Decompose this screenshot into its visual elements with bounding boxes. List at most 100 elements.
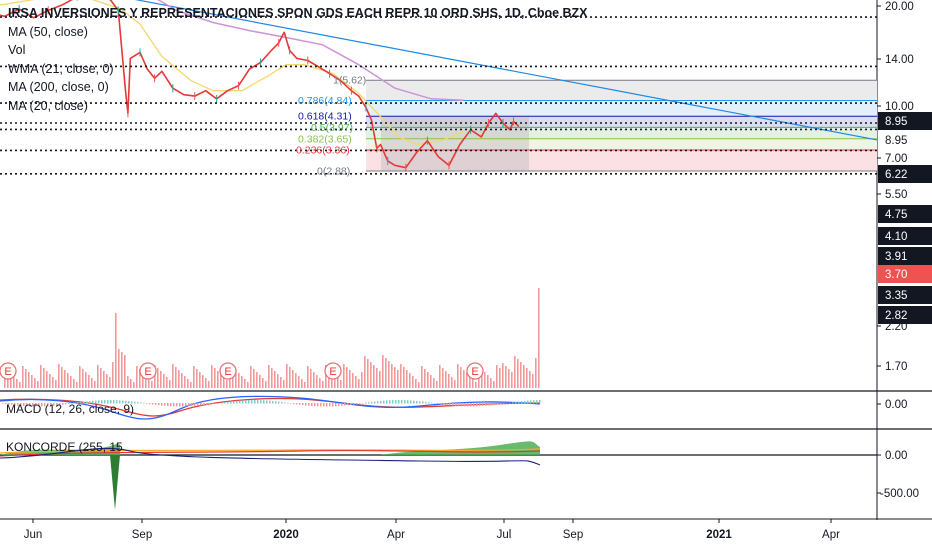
- volume-bar: [40, 365, 42, 388]
- legend-vol[interactable]: Vol: [8, 43, 26, 58]
- macd-histogram-bar: [377, 401, 379, 404]
- macd-histogram-bar: [506, 402, 508, 404]
- macd-histogram-bar: [365, 402, 367, 404]
- volume-bar: [64, 370, 66, 388]
- macd-histogram-bar: [134, 401, 136, 404]
- price-badge-label: 4.75: [885, 209, 907, 221]
- volume-bar: [151, 381, 153, 388]
- earnings-marker-4[interactable]: E: [466, 362, 484, 380]
- volume-bar: [52, 377, 54, 388]
- price-badge-label: 3.35: [885, 290, 907, 302]
- volume-bar: [457, 364, 459, 388]
- price-tick-label: 10.00: [885, 101, 914, 113]
- volume-bar: [277, 374, 279, 388]
- price-axis[interactable]: 20.0014.0010.007.005.502.201.708.958.956…: [877, 1, 932, 500]
- time-axis[interactable]: Jun Sep 2020 Apr Jul Sep 2021 Apr: [24, 519, 840, 541]
- legend-ma50[interactable]: MA (50, close): [8, 24, 88, 39]
- earnings-circle: [324, 362, 342, 380]
- volume-bar: [310, 369, 312, 388]
- macd-histogram-bar: [74, 402, 76, 404]
- volume-bar: [304, 382, 306, 388]
- legend-ma20[interactable]: MA (20, close): [8, 98, 88, 113]
- earnings-marker-3[interactable]: E: [324, 362, 342, 380]
- volume-bar: [511, 372, 513, 388]
- price-badge-bg: [878, 112, 932, 130]
- price-badge-bg: [878, 247, 932, 265]
- macd-histogram-bar: [344, 403, 346, 406]
- volume-bar: [250, 366, 252, 388]
- fib-label-2: 0.618(4.31): [298, 111, 352, 123]
- macd-histogram-bar: [155, 403, 157, 405]
- koncorde-label[interactable]: KONCORDE (255, 15: [6, 440, 123, 454]
- macd-histogram-bar: [488, 403, 490, 406]
- price-tick-label: 14.00: [885, 54, 914, 66]
- macd-histogram-bar: [362, 402, 364, 404]
- macd-histogram-bar: [497, 403, 499, 405]
- price-badge-label: 6.22: [885, 169, 907, 181]
- macd-histogram-bar: [59, 403, 61, 406]
- volume-bar: [244, 379, 246, 388]
- macd-histogram-bar: [158, 403, 160, 406]
- volume-bar: [337, 377, 339, 388]
- volume-bar: [493, 381, 495, 388]
- time-tick-label: 2020: [273, 529, 299, 541]
- volume-bar: [487, 375, 489, 388]
- macd-label[interactable]: MACD (12, 26, close, 9): [6, 402, 135, 416]
- volume-bar: [385, 358, 387, 388]
- volume-bar: [142, 372, 144, 388]
- volume-bar: [163, 374, 165, 388]
- volume-bar: [442, 368, 444, 388]
- volume-bar: [247, 382, 249, 388]
- macd-histogram-bar: [140, 402, 142, 404]
- legend-ma200[interactable]: MA (200, close, 0): [8, 80, 109, 95]
- legend-wma21[interactable]: WMA (21, close, 0): [8, 61, 114, 76]
- price-badge-bg: [878, 306, 932, 324]
- volume-bar: [424, 369, 426, 388]
- volume-bar: [307, 366, 309, 388]
- volume-bar: [259, 375, 261, 388]
- volume-bar: [484, 372, 486, 388]
- volume-bar: [205, 378, 207, 388]
- volume-bar: [19, 382, 21, 388]
- macd-histogram-bar: [47, 403, 49, 407]
- volume-bar: [79, 366, 81, 388]
- time-tick-label: 2021: [706, 529, 732, 541]
- volume-bar: [22, 366, 24, 388]
- volume-bar: [502, 363, 504, 388]
- volume-bar: [145, 375, 147, 388]
- volume-bar: [46, 371, 48, 388]
- volume-bar: [523, 365, 525, 388]
- volume-bar: [130, 379, 132, 388]
- volume-bar: [178, 370, 180, 388]
- volume-bar: [34, 378, 36, 388]
- macd-histogram-bar: [317, 403, 319, 407]
- macd-histogram-bar: [257, 400, 259, 404]
- macd-histogram-bar: [440, 403, 442, 405]
- time-tick-label: Apr: [822, 529, 840, 541]
- macd-histogram-bar: [452, 403, 454, 406]
- macd-histogram-bar: [461, 403, 463, 407]
- earnings-label: E: [4, 366, 11, 378]
- macd-histogram-bar: [404, 400, 406, 404]
- earnings-marker-0[interactable]: E: [0, 362, 17, 380]
- macd-histogram-bar: [410, 400, 412, 404]
- volume-bar: [73, 379, 75, 388]
- macd-histogram-bar: [338, 403, 340, 407]
- volume-bar: [481, 369, 483, 388]
- fib-label-1: 0.786(4.84): [298, 95, 352, 107]
- macd-line: [0, 395, 541, 420]
- macd-histogram-bar: [428, 402, 430, 404]
- koncorde-spike: [110, 455, 120, 510]
- time-tick-label: Jul: [497, 529, 512, 541]
- symbol-title[interactable]: IRSA INVERSIONES Y REPRESENTACIONES SPON…: [8, 6, 588, 20]
- volume-bar: [256, 372, 258, 388]
- fib-label-3: 0.5(3.97): [311, 122, 353, 134]
- price-badge-bg: [878, 165, 932, 183]
- earnings-marker-2[interactable]: E: [219, 362, 237, 380]
- earnings-marker-1[interactable]: E: [139, 362, 157, 380]
- macd-histogram-bar: [224, 402, 226, 404]
- macd-histogram-bar: [389, 400, 391, 404]
- macd-histogram-bar: [44, 403, 46, 407]
- macd-histogram-bar: [239, 400, 241, 404]
- earnings-circle: [466, 362, 484, 380]
